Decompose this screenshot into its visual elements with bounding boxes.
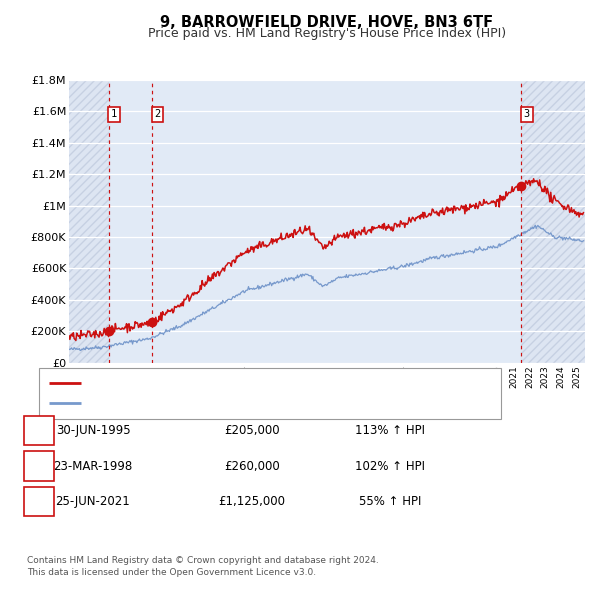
Text: HPI: Average price, detached house, Brighton and Hove: HPI: Average price, detached house, Brig… bbox=[85, 398, 376, 408]
Text: Price paid vs. HM Land Registry's House Price Index (HPI): Price paid vs. HM Land Registry's House … bbox=[148, 27, 506, 40]
Text: £260,000: £260,000 bbox=[224, 460, 280, 473]
Bar bbox=[109, 80, 521, 363]
Text: 9, BARROWFIELD DRIVE, HOVE, BN3 6TF (detached house): 9, BARROWFIELD DRIVE, HOVE, BN3 6TF (det… bbox=[85, 378, 391, 388]
Bar bbox=[69, 80, 109, 363]
Text: 3: 3 bbox=[524, 109, 530, 119]
Bar bbox=[69, 80, 109, 363]
Text: 1: 1 bbox=[35, 424, 43, 437]
Text: 25-JUN-2021: 25-JUN-2021 bbox=[56, 495, 130, 508]
Text: £205,000: £205,000 bbox=[224, 424, 280, 437]
Bar bbox=[521, 80, 585, 363]
Text: 2: 2 bbox=[154, 109, 161, 119]
Text: £1,125,000: £1,125,000 bbox=[218, 495, 286, 508]
Text: 113% ↑ HPI: 113% ↑ HPI bbox=[355, 424, 425, 437]
Text: 9, BARROWFIELD DRIVE, HOVE, BN3 6TF: 9, BARROWFIELD DRIVE, HOVE, BN3 6TF bbox=[160, 15, 494, 30]
Text: 55% ↑ HPI: 55% ↑ HPI bbox=[359, 495, 421, 508]
Text: 3: 3 bbox=[35, 495, 43, 508]
Text: 1: 1 bbox=[111, 109, 117, 119]
Text: 102% ↑ HPI: 102% ↑ HPI bbox=[355, 460, 425, 473]
Bar bbox=[521, 80, 585, 363]
Text: 23-MAR-1998: 23-MAR-1998 bbox=[53, 460, 133, 473]
Text: Contains HM Land Registry data © Crown copyright and database right 2024.
This d: Contains HM Land Registry data © Crown c… bbox=[27, 556, 379, 577]
Text: 30-JUN-1995: 30-JUN-1995 bbox=[56, 424, 130, 437]
Text: 2: 2 bbox=[35, 460, 43, 473]
